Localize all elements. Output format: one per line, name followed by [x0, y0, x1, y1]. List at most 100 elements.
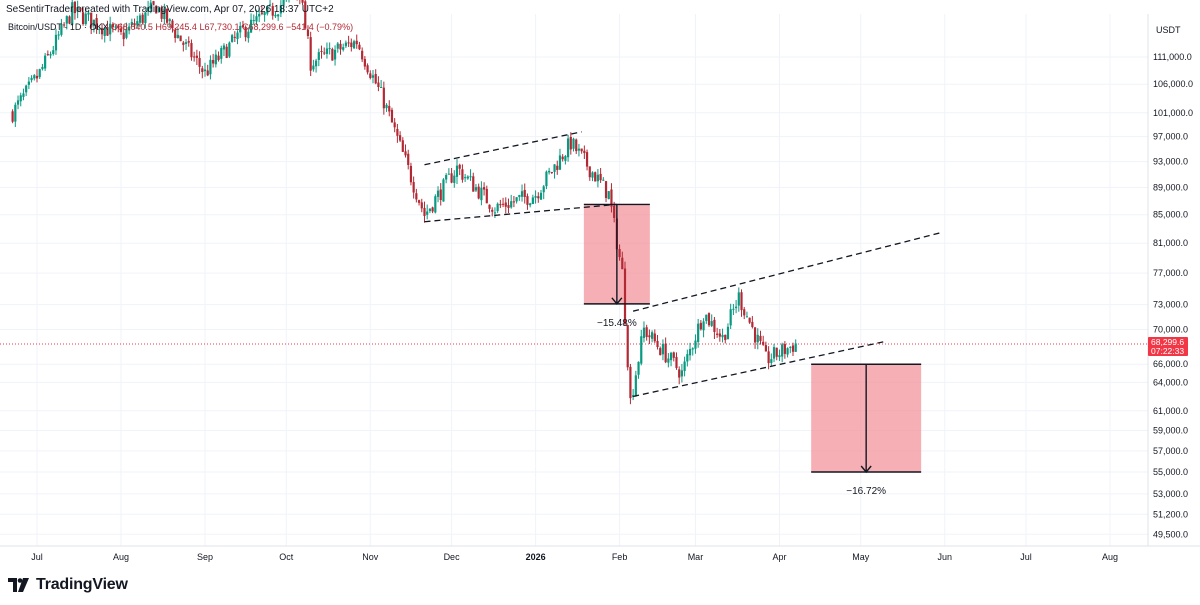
channel-line[interactable]	[632, 231, 943, 312]
candle	[604, 180, 608, 203]
price-tick-label: 55,000.0	[1153, 467, 1188, 477]
candle	[228, 41, 231, 59]
candle	[312, 59, 315, 72]
month-tick-label: Jun	[937, 552, 952, 562]
candle	[501, 197, 505, 208]
candle	[339, 40, 342, 55]
candle	[561, 154, 564, 162]
candle	[439, 183, 442, 206]
candle	[62, 22, 66, 28]
candle	[650, 330, 654, 343]
symbol-name[interactable]: Bitcoin/USDT · 1D · OKX	[8, 22, 109, 32]
candle	[198, 51, 201, 74]
candle	[726, 323, 730, 340]
candle	[531, 194, 534, 205]
candle	[260, 6, 264, 16]
measured-move-label: −15.48%	[597, 318, 637, 329]
channel-line[interactable]	[424, 203, 617, 223]
candle	[680, 363, 684, 383]
candle	[545, 170, 548, 190]
candle	[469, 169, 472, 181]
candle	[263, 11, 266, 22]
candle	[580, 148, 583, 154]
candle	[76, 0, 79, 19]
candle	[409, 162, 413, 186]
candle	[190, 39, 193, 61]
candle	[361, 47, 364, 63]
candle	[155, 5, 158, 14]
measured-move-boxes[interactable]	[583, 204, 922, 472]
price-axis[interactable]: 49,500.0 51,200.0 53,000.0 55,000.0 57,000.0…	[1153, 52, 1193, 539]
candle	[420, 198, 423, 213]
tradingview-logo[interactable]: TradingView	[8, 576, 128, 594]
candle	[634, 370, 637, 397]
price-tick-label: 85,000.0	[1153, 210, 1188, 220]
candle	[618, 244, 621, 261]
candle	[141, 12, 144, 25]
candle	[626, 324, 629, 371]
candle	[247, 27, 250, 43]
candle	[583, 145, 586, 159]
candle	[415, 188, 418, 203]
candle	[474, 184, 478, 193]
candle	[566, 134, 570, 162]
candle	[146, 0, 150, 16]
candle	[667, 353, 670, 368]
candle	[279, 0, 282, 18]
month-tick-label: Feb	[612, 552, 628, 562]
candle	[482, 182, 486, 196]
arrow-head	[860, 465, 872, 474]
candle	[585, 149, 589, 171]
price-tick-label: 49,500.0	[1153, 529, 1188, 539]
price-tick-label: 57,000.0	[1153, 446, 1188, 456]
measured-move-labels: −15.48% −16.72%	[597, 318, 886, 497]
candle	[767, 346, 770, 370]
candle	[203, 62, 207, 77]
candle	[119, 23, 123, 35]
candle	[323, 47, 326, 56]
price-tick-label: 53,000.0	[1153, 489, 1188, 499]
candle	[68, 15, 71, 25]
candle	[653, 329, 656, 344]
price-tick-label: 73,000.0	[1153, 300, 1188, 310]
candle	[41, 63, 44, 71]
candle	[526, 193, 529, 210]
channel-line[interactable]	[632, 340, 886, 398]
price-tick-label: 97,000.0	[1153, 132, 1188, 142]
price-tick-label: 64,000.0	[1153, 377, 1188, 387]
candle	[366, 63, 369, 75]
candle	[791, 342, 795, 357]
candle	[165, 8, 169, 25]
channel-line[interactable]	[424, 131, 582, 166]
arrow-head	[611, 297, 623, 305]
month-tick-label: Mar	[688, 552, 704, 562]
candle	[282, 0, 285, 13]
candle	[33, 74, 36, 81]
candle	[710, 314, 713, 328]
price-tick-label: 77,000.0	[1153, 268, 1188, 278]
candle	[455, 159, 459, 184]
candle	[163, 3, 166, 25]
candle	[168, 18, 171, 28]
price-tick-label: 101,000.0	[1153, 108, 1193, 118]
candle	[46, 50, 49, 56]
candle	[572, 137, 575, 152]
candle	[220, 45, 223, 64]
candle	[52, 45, 55, 56]
candle	[299, 0, 301, 5]
candle	[523, 183, 526, 204]
channel-trendlines[interactable]	[424, 131, 943, 398]
time-axis[interactable]: Jul Aug Sep Oct Nov Dec 2026 Feb Mar Apr May Jun Jul…	[31, 552, 1118, 562]
candle	[477, 183, 480, 200]
candle	[157, 6, 161, 13]
month-tick-label: Nov	[362, 552, 379, 562]
candle	[266, 5, 269, 16]
candle	[442, 178, 445, 202]
candle	[699, 320, 702, 331]
candle	[152, 0, 155, 6]
candle	[510, 194, 513, 209]
candle	[669, 351, 673, 367]
candle	[136, 15, 139, 29]
candle	[770, 353, 773, 367]
